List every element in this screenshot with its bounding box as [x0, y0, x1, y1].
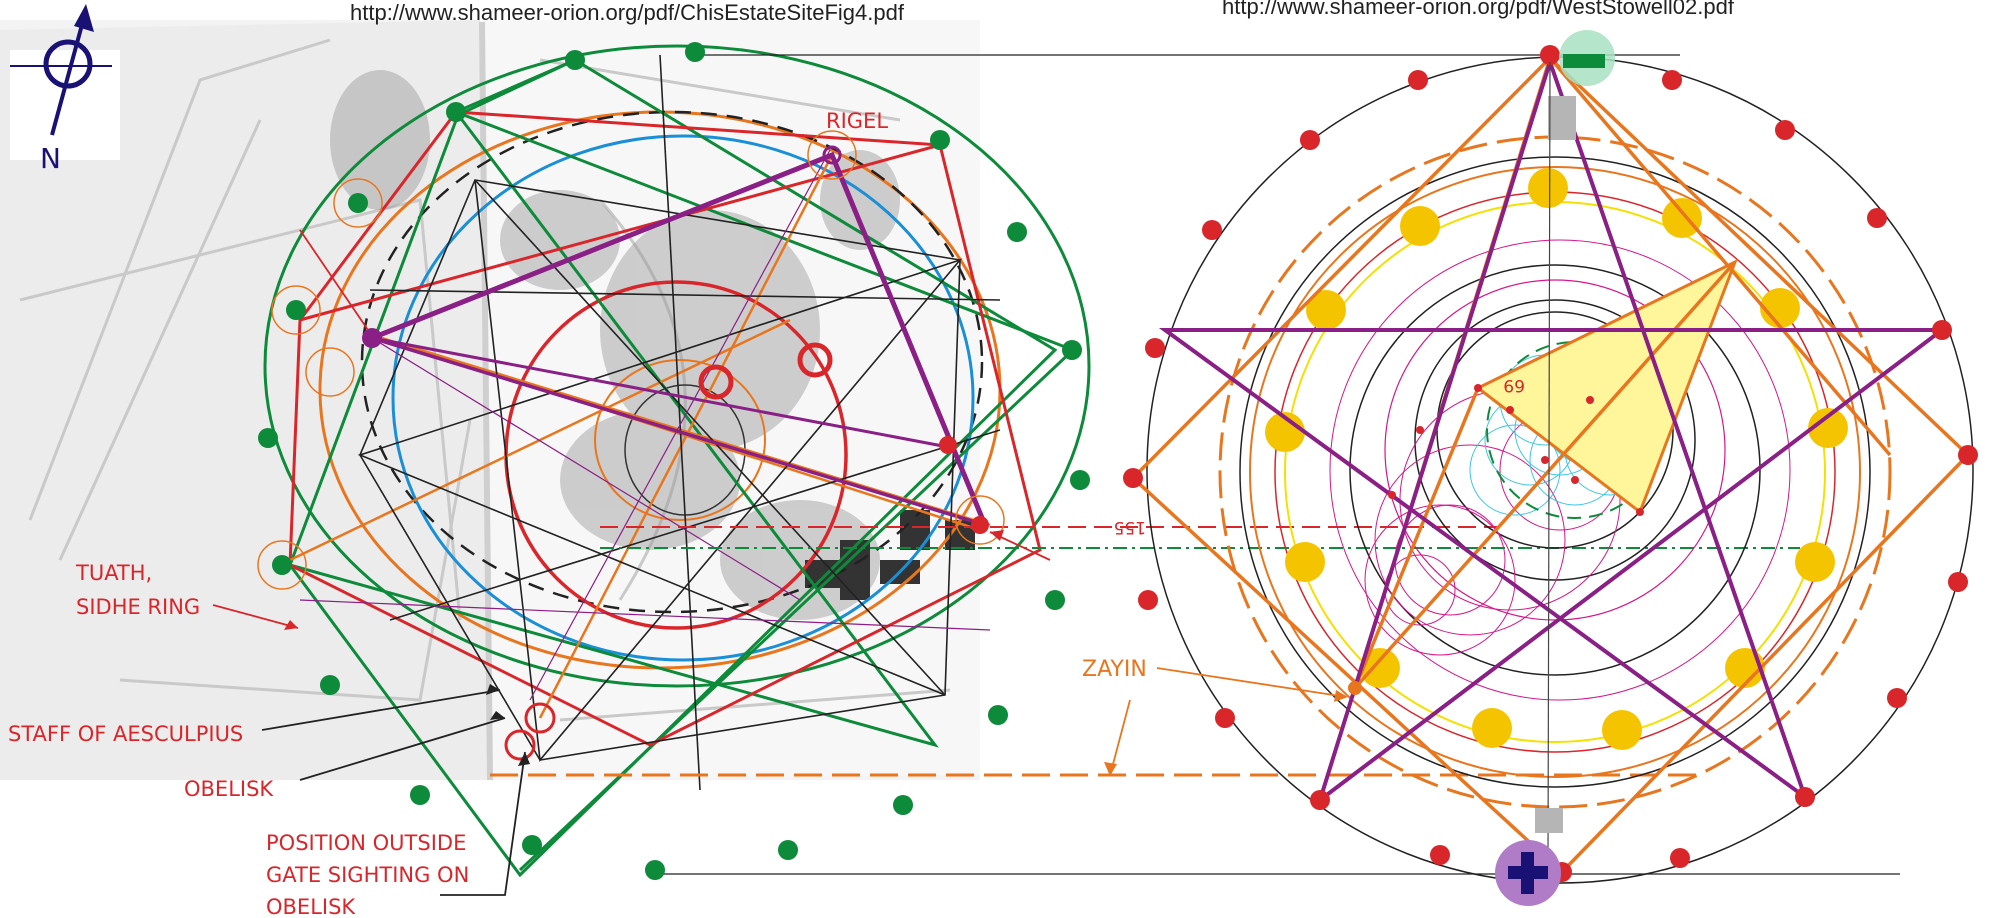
left-blue-ring	[391, 134, 975, 662]
left-purple-quad	[371, 151, 988, 527]
zayin-arrowhead-2	[1104, 762, 1117, 776]
compass-letter: N	[40, 142, 61, 175]
left-arrowheads	[284, 530, 1004, 766]
label-angle-155: 155	[1114, 517, 1146, 537]
right-source-url: http://www.shameer-orion.org/pdf/WestSto…	[1222, 0, 1735, 19]
right-bottom-cross-icon	[1495, 808, 1563, 906]
label-tuath-line1: TUATH,	[75, 561, 152, 585]
left-thin-purple-lines	[299, 149, 991, 701]
right-gold-dots	[1265, 168, 1848, 750]
zayin-arrows	[1111, 667, 1341, 769]
left-orange-marker-rings	[257, 130, 1005, 590]
left-dashed-ring	[360, 110, 984, 614]
north-arrow-icon	[10, 4, 120, 160]
label-obelisk: OBELISK	[184, 777, 274, 801]
right-red-dots	[1123, 45, 1978, 882]
label-rigel: RIGEL	[826, 109, 888, 133]
label-angle-69: 69	[1503, 375, 1525, 395]
label-position-line3: OBELISK	[266, 895, 356, 918]
left-source-url: http://www.shameer-orion.org/pdf/ChisEst…	[350, 0, 905, 25]
label-position-line1: POSITION OUTSIDE	[266, 831, 466, 855]
label-tuath-line2: SIDHE RING	[76, 595, 200, 619]
label-zayin: ZAYIN	[1082, 657, 1147, 682]
left-annotation-arrows	[212, 229, 1051, 896]
label-staff: STAFF OF AESCULPIUS	[8, 722, 243, 746]
left-green-ring	[263, 44, 1091, 688]
left-black-star-lines	[357, 54, 1001, 791]
label-position-line2: GATE SIGHTING ON	[266, 863, 469, 887]
right-top-marker	[1547, 30, 1615, 861]
right-inner-markers	[1348, 384, 1644, 695]
zayin-arrowhead-1	[1334, 690, 1348, 702]
left-small-orange-ring	[594, 359, 766, 521]
left-green-dots	[258, 42, 1090, 880]
right-purple-pentagram	[1158, 55, 1948, 806]
left-red-markers	[362, 145, 989, 761]
right-yellow-triangle	[1475, 258, 1738, 515]
